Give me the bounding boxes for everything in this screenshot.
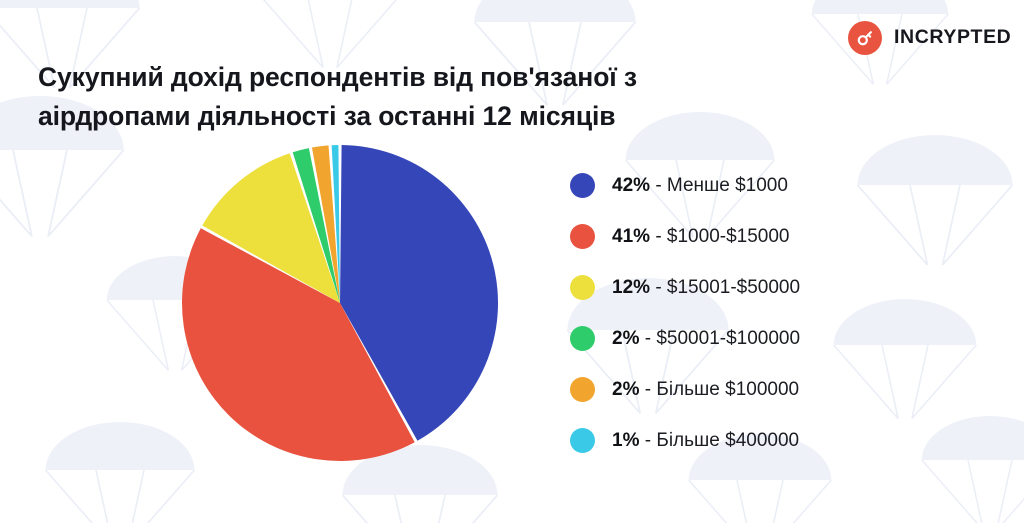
legend-description: $15001-$50000 (666, 277, 801, 298)
legend-description: $50001-$100000 (656, 328, 801, 349)
legend-percent: 42% (612, 175, 651, 196)
legend-item: 12% - $15001-$50000 (570, 262, 970, 313)
legend-label: 41% - $1000-$15000 (612, 227, 790, 246)
pie-slice (331, 145, 340, 303)
legend-description: Більше $100000 (656, 379, 800, 400)
legend-description: Більше $400000 (656, 430, 800, 451)
legend-color-swatch (570, 326, 595, 351)
legend-color-swatch (570, 428, 595, 453)
legend-separator: - (644, 379, 652, 400)
legend-separator: - (644, 328, 652, 349)
legend-separator: - (655, 175, 662, 196)
legend-separator: - (655, 226, 662, 247)
legend-color-swatch (570, 275, 595, 300)
pie-slice (202, 153, 340, 303)
pie-slice (340, 145, 499, 441)
legend-percent: 2% (612, 328, 640, 349)
legend-label: 42% - Менше $1000 (612, 176, 788, 195)
legend-separator: - (655, 277, 662, 298)
brand-logo: INCRYPTED (848, 21, 1011, 55)
legend-label: 2% - $50001-$100000 (612, 329, 800, 348)
legend-separator: - (644, 430, 652, 451)
legend-item: 42% - Менше $1000 (570, 160, 970, 211)
title-line-1: Сукупний дохід респондентів від пов'язан… (38, 61, 637, 92)
legend-percent: 12% (612, 277, 651, 298)
legend-color-swatch (570, 224, 595, 249)
legend-percent: 41% (612, 226, 651, 247)
pie-chart-svg (182, 145, 499, 461)
legend-color-swatch (570, 377, 595, 402)
legend-percent: 2% (612, 379, 640, 400)
legend-color-swatch (570, 173, 595, 198)
legend-label: 2% - Більше $100000 (612, 380, 799, 399)
page-title: Сукупний дохід респондентів від пов'язан… (38, 58, 738, 136)
pie-slice (292, 148, 340, 303)
legend-description: $1000-$15000 (666, 226, 790, 247)
pie-slice (311, 145, 340, 303)
title-line-2: аірдропами діяльності за останні 12 міся… (38, 100, 616, 131)
legend-item: 41% - $1000-$15000 (570, 211, 970, 262)
legend-item: 2% - Більше $100000 (570, 364, 970, 415)
legend-item: 1% - Більше $400000 (570, 415, 970, 466)
legend-percent: 1% (612, 430, 640, 451)
pie-chart (182, 145, 499, 461)
legend-item: 2% - $50001-$100000 (570, 313, 970, 364)
legend-label: 12% - $15001-$50000 (612, 278, 800, 297)
chart-legend: 42% - Менше $1000 41% - $1000-$15000 12%… (570, 160, 970, 466)
legend-label: 1% - Більше $400000 (612, 431, 799, 450)
brand-name: INCRYPTED (894, 26, 1012, 49)
legend-description: Менше $1000 (666, 175, 788, 196)
key-icon (848, 21, 882, 55)
